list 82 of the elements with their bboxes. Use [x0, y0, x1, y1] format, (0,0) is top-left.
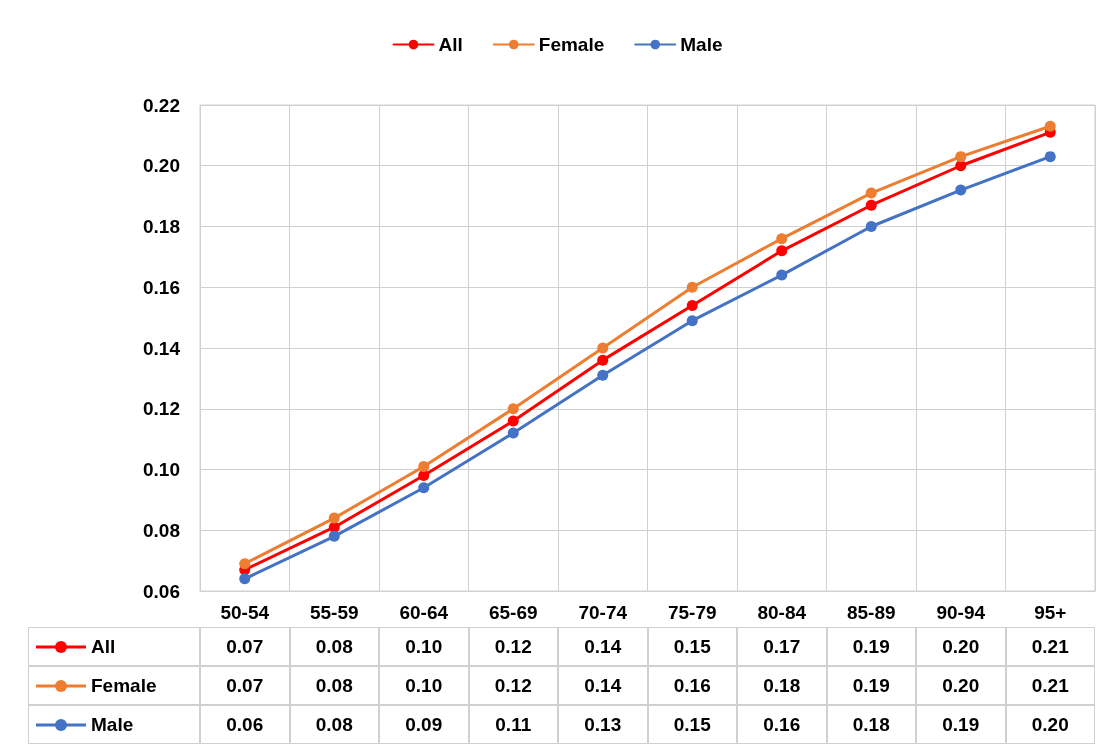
- data-label: 0.20: [916, 666, 1006, 705]
- y-tick-label: 0.08: [143, 519, 180, 541]
- point: [1044, 151, 1056, 163]
- x-tick-label: 90-94: [936, 602, 986, 623]
- y-tick-label: 0.20: [143, 155, 180, 177]
- data-label: 0.11: [468, 705, 558, 744]
- point: [239, 558, 251, 570]
- data-label: 0.07: [200, 627, 290, 666]
- text: Male: [91, 713, 134, 735]
- data-label: 0.20: [1005, 705, 1095, 744]
- data-label: 0.21: [1005, 627, 1095, 666]
- x-tick-label: 85-89: [846, 602, 896, 623]
- point: [239, 573, 251, 585]
- point: [418, 460, 430, 472]
- data-label: 0.21: [1005, 666, 1095, 705]
- data-label: 0.12: [468, 627, 558, 666]
- point: [597, 369, 609, 381]
- data-label: 0.14: [558, 627, 648, 666]
- data-label: 0.09: [379, 705, 469, 744]
- data-label: 0.07: [200, 666, 290, 705]
- legend-label: Female: [538, 34, 605, 55]
- x-tick-label: 70-74: [578, 602, 628, 623]
- text: All: [91, 635, 116, 657]
- x-tick-label: 95+: [1034, 602, 1067, 623]
- data-label: 0.13: [558, 705, 648, 744]
- data-label: 0.19: [826, 627, 916, 666]
- data-label: 0.18: [737, 666, 827, 705]
- data-label: 0.15: [647, 627, 737, 666]
- data-label: 0.19: [916, 705, 1006, 744]
- point: [776, 245, 788, 257]
- y-tick-label: 0.06: [143, 580, 180, 602]
- x-tick-label: 55-59: [309, 602, 359, 623]
- point: [686, 299, 698, 311]
- point: [418, 482, 430, 494]
- point: [418, 470, 430, 482]
- legend-label: Male: [680, 34, 723, 55]
- data-label: 0.16: [647, 666, 737, 705]
- point: [686, 315, 698, 327]
- point: [597, 342, 609, 354]
- point: [776, 269, 788, 281]
- x-tick-label: 50-54: [220, 602, 270, 623]
- data-label: 0.14: [558, 666, 648, 705]
- point: [955, 184, 967, 196]
- data-label: 0.10: [379, 666, 469, 705]
- point: [865, 221, 877, 232]
- point: [1044, 120, 1056, 132]
- y-tick-label: 0.16: [143, 276, 180, 298]
- point: [686, 281, 698, 293]
- data-label: 0.08: [289, 666, 379, 705]
- data-label: 0.12: [468, 666, 558, 705]
- point: [776, 233, 788, 245]
- data-label: 0.15: [647, 705, 737, 744]
- y-tick-label: 0.22: [143, 94, 180, 116]
- y-tick-label: 0.10: [143, 459, 180, 480]
- data-label: 0.18: [826, 705, 916, 744]
- legend-label: All: [438, 34, 463, 55]
- point: [955, 151, 967, 163]
- point: [955, 160, 967, 172]
- y-tick-label: 0.14: [143, 337, 181, 359]
- data-label: 0.16: [737, 705, 827, 744]
- point: [328, 512, 340, 524]
- data-label: 0.17: [737, 627, 827, 666]
- data-label: 0.10: [379, 627, 469, 666]
- point: [507, 403, 519, 415]
- data-label: 0.08: [289, 627, 379, 666]
- x-tick-label: 60-64: [399, 602, 449, 623]
- point: [328, 530, 340, 542]
- text: Female: [91, 674, 157, 696]
- y-tick-label: 0.18: [143, 216, 180, 237]
- data-label: 0.19: [826, 666, 916, 705]
- data-label: 0.20: [916, 627, 1006, 666]
- data-label: 0.08: [289, 705, 379, 744]
- point: [507, 427, 519, 439]
- x-tick-label: 65-69: [488, 602, 538, 623]
- point: [597, 354, 609, 366]
- point: [865, 199, 877, 211]
- point: [507, 415, 519, 427]
- x-tick-label: 80-84: [757, 602, 807, 623]
- y-tick-label: 0.12: [143, 398, 180, 420]
- point: [865, 187, 877, 199]
- x-tick-label: 75-79: [667, 602, 717, 623]
- data-label: 0.06: [200, 705, 290, 744]
